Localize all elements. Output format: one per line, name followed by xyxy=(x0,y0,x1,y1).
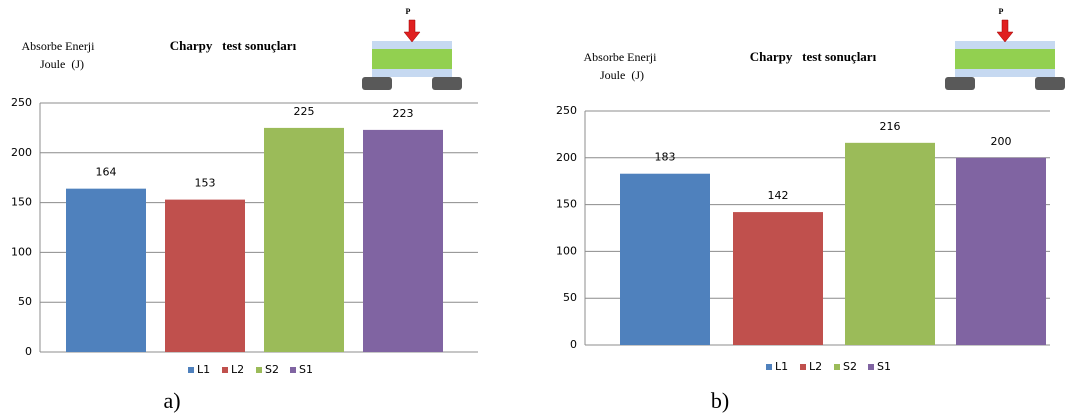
y-tick-label: 50 xyxy=(18,295,32,308)
support-right xyxy=(432,77,462,90)
support-right xyxy=(1035,77,1065,90)
bar xyxy=(845,142,935,345)
plate-top xyxy=(372,41,452,49)
y-axis-label: Joule (J) xyxy=(600,68,644,82)
legend-label: L1 xyxy=(197,363,210,376)
panel-label: a) xyxy=(163,388,180,413)
load-arrow xyxy=(403,19,421,43)
legend-label: L2 xyxy=(809,360,822,373)
plate-top xyxy=(955,41,1055,49)
legend-label: S2 xyxy=(843,360,857,373)
y-axis-label: Absorbe Enerji xyxy=(584,50,658,64)
bar xyxy=(733,212,823,345)
y-tick-label: 0 xyxy=(25,345,32,358)
data-label: 153 xyxy=(195,177,216,190)
chart-title: Charpy test sonuçları xyxy=(750,49,877,64)
y-tick-label: 200 xyxy=(11,146,32,159)
data-label: 225 xyxy=(294,105,315,118)
legend-swatch xyxy=(834,364,840,370)
support-left xyxy=(362,77,392,90)
legend-swatch xyxy=(188,367,194,373)
data-label: 142 xyxy=(768,189,789,202)
plate-bottom xyxy=(372,69,452,77)
legend-swatch xyxy=(222,367,228,373)
bar xyxy=(620,173,710,345)
data-label: 183 xyxy=(655,151,676,164)
data-label: 216 xyxy=(880,120,901,133)
y-axis-label: Absorbe Enerji xyxy=(22,39,96,53)
specimen xyxy=(372,49,452,69)
data-label: 200 xyxy=(991,135,1012,148)
y-tick-label: 0 xyxy=(570,338,577,351)
legend-swatch xyxy=(290,367,296,373)
y-tick-label: 250 xyxy=(11,96,32,109)
bar xyxy=(956,157,1046,345)
plate-bottom xyxy=(955,69,1055,77)
legend-label: L1 xyxy=(775,360,788,373)
bar xyxy=(363,129,443,352)
bar xyxy=(66,188,146,352)
y-tick-label: 50 xyxy=(563,291,577,304)
legend-label: S1 xyxy=(299,363,313,376)
y-tick-label: 150 xyxy=(556,198,577,211)
y-tick-label: 150 xyxy=(11,196,32,209)
load-label: P xyxy=(406,7,411,16)
support-left xyxy=(945,77,975,90)
legend-label: L2 xyxy=(231,363,244,376)
panel-label: b) xyxy=(711,388,729,413)
legend-swatch xyxy=(256,367,262,373)
y-tick-label: 250 xyxy=(556,104,577,117)
legend-label: S1 xyxy=(877,360,891,373)
y-axis-label: Joule (J) xyxy=(40,57,84,71)
legend-swatch xyxy=(800,364,806,370)
y-tick-label: 200 xyxy=(556,151,577,164)
chart-title: Charpy test sonuçları xyxy=(170,38,297,53)
legend-label: S2 xyxy=(265,363,279,376)
bar xyxy=(264,127,344,353)
y-tick-label: 100 xyxy=(11,245,32,258)
load-arrow xyxy=(996,19,1014,43)
y-tick-label: 100 xyxy=(556,244,577,257)
legend-swatch xyxy=(868,364,874,370)
load-label: P xyxy=(999,7,1004,16)
data-label: 223 xyxy=(393,107,414,120)
bar xyxy=(165,199,245,352)
specimen xyxy=(955,49,1055,69)
legend-swatch xyxy=(766,364,772,370)
data-label: 164 xyxy=(96,166,117,179)
